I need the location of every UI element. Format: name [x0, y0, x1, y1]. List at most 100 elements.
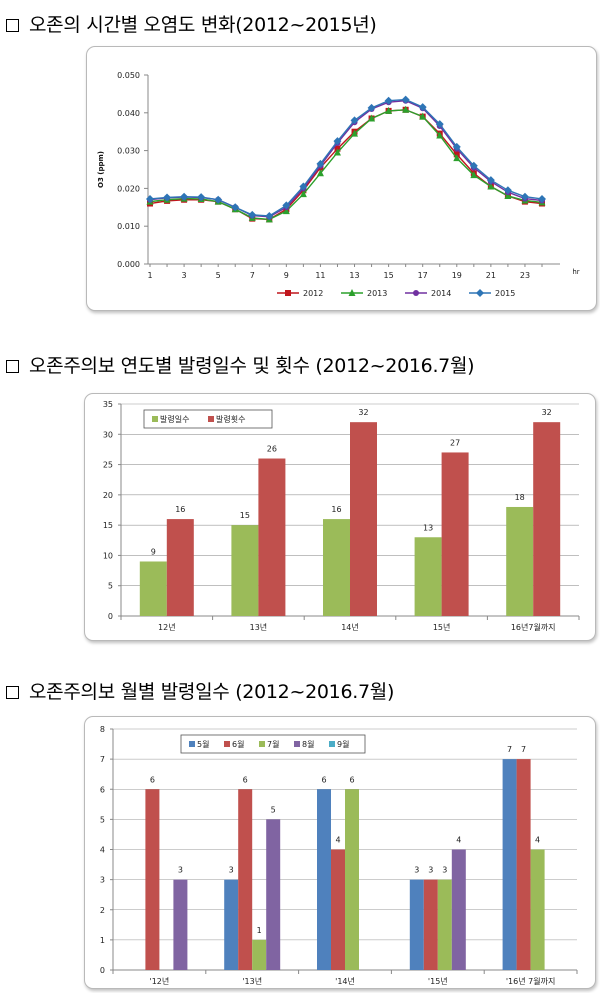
data-point-2015: [163, 193, 172, 202]
bar-7월: [530, 849, 545, 970]
legend-label-2015: 2015: [495, 289, 515, 298]
data-point-2015: [452, 142, 461, 151]
data-label: 9: [151, 547, 156, 556]
x-tick-label: '14년: [335, 976, 355, 986]
x-tick-label: 11: [315, 271, 325, 280]
x-tick-label: 16년7월까지: [511, 622, 556, 632]
y-tick-label: 0.000: [117, 260, 140, 269]
legend-swatch-7월: [259, 741, 265, 747]
data-point-2015: [384, 96, 393, 105]
bar-발령일수: [231, 525, 259, 616]
monthly-bar-chart-panel: 0 1 2 3 4 5 6 7 8 '12년 '13년 '14년 '15년 '16년 7월까지 3 6 3 7 6 6…: [84, 716, 596, 989]
bar-6월: [516, 759, 531, 970]
bar-7월: [345, 789, 359, 970]
data-point-2013: [316, 169, 324, 177]
data-label: 27: [450, 438, 460, 447]
y-tick-label: 10: [103, 551, 113, 560]
x-tick-label: '12년: [150, 976, 170, 986]
bar-발령일수: [323, 519, 350, 616]
bar-5월: [224, 879, 239, 970]
data-point-2015: [469, 161, 478, 170]
bar-7월: [252, 939, 267, 970]
legend-label-2013: 2013: [367, 289, 387, 298]
data-point-2015: [248, 210, 257, 219]
data-point-2013: [402, 105, 410, 113]
data-label: 3: [414, 866, 419, 875]
legend-swatch-6월: [224, 741, 230, 747]
data-point-2015: [520, 192, 529, 201]
data-point-2015: [367, 103, 376, 112]
x-tick-label: 19: [452, 271, 462, 280]
bar-발령횟수: [166, 519, 194, 616]
data-point-2013: [333, 148, 341, 156]
section-title-monthly-alerts: 오존주의보 월별 발령일수 (2012~2016.7월): [6, 677, 394, 704]
data-point-2013: [487, 182, 495, 190]
y-tick-label: 0.050: [117, 71, 140, 80]
legend-marker-2012: [285, 290, 291, 296]
data-label: 18: [515, 493, 525, 502]
x-tick-label: 5: [216, 271, 221, 280]
y-tick-label: 0.020: [117, 184, 140, 193]
y-tick-label: 20: [103, 491, 113, 500]
y-tick-label: 25: [103, 461, 113, 470]
bar-6월: [331, 849, 345, 970]
y-tick-label: 6: [100, 785, 105, 794]
x-tick-label: 9: [284, 271, 289, 280]
legend-swatch-9월: [329, 741, 335, 747]
data-label: 15: [240, 511, 250, 520]
y-tick-label: 3: [100, 876, 105, 885]
x-tick-label: '15년: [428, 976, 448, 986]
legend-swatch-8월: [294, 741, 300, 747]
data-point-2015: [418, 103, 427, 112]
data-label: 6: [150, 775, 155, 784]
data-point-2015: [214, 195, 223, 204]
bar-발령횟수: [350, 422, 377, 616]
legend-label-발령횟수: 발령횟수: [216, 414, 245, 424]
data-point-2015: [350, 116, 359, 125]
data-point-2013: [470, 171, 478, 179]
legend-box: [180, 734, 366, 754]
y-tick-label: 0.030: [117, 147, 140, 156]
legend-label-5월: 5월: [197, 739, 209, 749]
data-point-2013: [436, 131, 444, 139]
legend-label-6월: 6월: [232, 739, 244, 749]
data-point-2015: [538, 194, 546, 203]
y-tick-label: 30: [103, 430, 113, 439]
data-point-2015: [180, 192, 189, 201]
data-label: 16: [175, 505, 185, 514]
legend-label-2014: 2014: [431, 289, 451, 298]
monthly-alert-bar-chart: 0 1 2 3 4 5 6 7 8 '12년 '13년 '14년 '15년 '16년 7월까지 3 6 3 7 6 6…: [100, 725, 578, 986]
data-label: 5: [271, 805, 276, 814]
data-point-2013: [351, 129, 359, 137]
data-label: 26: [267, 445, 277, 454]
data-point-2013: [453, 154, 461, 162]
y-tick-label: 7: [100, 755, 105, 764]
data-point-2015: [486, 176, 495, 185]
y-tick-label: 4: [100, 846, 105, 855]
legend-label-9월: 9월: [337, 739, 349, 749]
bar-발령횟수: [533, 422, 561, 616]
square-bullet-icon: [6, 686, 19, 699]
data-point-2015: [197, 193, 206, 202]
data-point-2015: [282, 201, 291, 210]
y-tick-label: 15: [103, 521, 113, 530]
data-point-2013: [504, 191, 512, 199]
y-tick-label: 0: [108, 612, 113, 621]
x-tick-label: 15년: [433, 622, 451, 632]
y-tick-label: 8: [100, 725, 105, 734]
data-label: 6: [321, 775, 326, 784]
data-point-2015: [503, 186, 512, 195]
square-bullet-icon: [6, 19, 19, 32]
data-label: 3: [428, 866, 433, 875]
data-point-2015: [146, 194, 154, 203]
y-tick-label: 2: [100, 906, 105, 915]
x-tick-label: '16년 7월까지: [506, 976, 555, 986]
series-line-2013: [149, 109, 543, 221]
section-title-yearly-alerts: 오존주의보 연도별 발령일수 및 횟수 (2012~2016.7월): [6, 351, 475, 378]
legend-swatch-발령일수: [152, 416, 158, 422]
data-label: 32: [542, 408, 552, 417]
series-line-2015: [149, 98, 543, 217]
data-point-2015: [265, 211, 274, 220]
data-point-2015: [299, 182, 308, 191]
data-point-2015: [333, 137, 342, 146]
